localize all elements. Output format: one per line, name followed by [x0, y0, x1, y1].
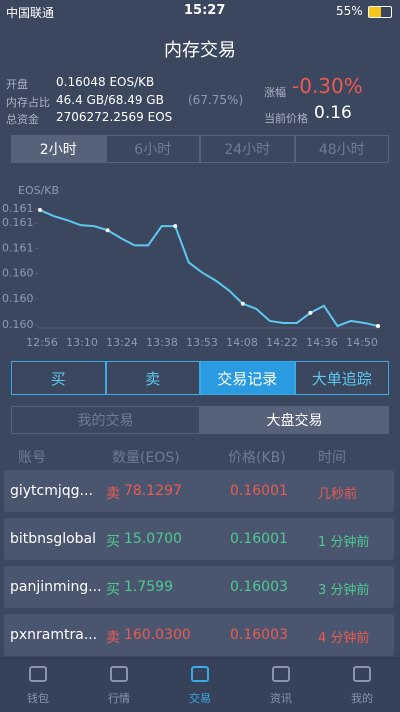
- clock: 15:27: [184, 3, 226, 18]
- price: 0.16003: [230, 579, 288, 595]
- side: 买: [106, 534, 120, 550]
- price-point: [105, 228, 110, 233]
- x-tick-label: 14:08: [226, 336, 258, 349]
- nav-icon[interactable]: [29, 666, 47, 682]
- price-point: [308, 310, 313, 315]
- price-point: [240, 301, 245, 306]
- open-value: 0.16048 EOS/KB: [56, 75, 155, 89]
- ratio-value: 46.4 GB/68.49 GB: [56, 93, 164, 107]
- nav-label[interactable]: 我的: [351, 692, 373, 705]
- y-tick-label: 0.160: [2, 292, 34, 305]
- action-tab[interactable]: 大单追踪: [294, 361, 389, 395]
- nav-label[interactable]: 钱包: [27, 692, 49, 705]
- row-bg[interactable]: [4, 518, 394, 560]
- change-label: 涨幅: [264, 86, 286, 99]
- price: 0.16003: [230, 627, 288, 643]
- fund-label: 总资金: [6, 113, 39, 126]
- change-value: -0.30%: [292, 74, 363, 98]
- x-tick-label: 13:38: [146, 336, 178, 349]
- side: 卖: [106, 630, 120, 646]
- account: panjinming...: [10, 579, 102, 595]
- nav-icon[interactable]: [353, 666, 371, 682]
- battery: 55%: [336, 4, 363, 18]
- sub-tab[interactable]: 大盘交易: [200, 406, 389, 434]
- x-tick-label: 13:10: [66, 336, 98, 349]
- account: giytcmjqg...: [10, 483, 93, 499]
- account: bitbnsglobal: [10, 531, 97, 547]
- price-point: [173, 224, 178, 229]
- y-tick-label: 0.161: [2, 202, 34, 215]
- nav-label[interactable]: 行情: [108, 692, 130, 705]
- page-title: 内存交易: [164, 40, 236, 61]
- x-tick-label: 14:36: [306, 336, 338, 349]
- x-tick-label: 13:53: [186, 336, 218, 349]
- price: 0.16001: [230, 483, 288, 499]
- time: 1 分钟前: [318, 535, 370, 550]
- price-line: [39, 209, 379, 328]
- nav-icon[interactable]: [110, 666, 128, 682]
- carrier: 中国联通: [6, 6, 55, 20]
- nav-label[interactable]: 交易: [189, 692, 211, 705]
- time-tab[interactable]: 24小时: [200, 135, 295, 163]
- action-tab[interactable]: 卖: [105, 361, 200, 395]
- y-tick-label: 0.161: [2, 241, 34, 254]
- row-bg[interactable]: [4, 566, 394, 608]
- y-tick-label: 0.160: [2, 267, 34, 280]
- y-tick-label: 0.160: [2, 318, 34, 331]
- table-header: 账号: [18, 450, 46, 466]
- open-label: 开盘: [6, 78, 28, 91]
- price-point: [376, 323, 380, 328]
- amount: 160.0300: [124, 627, 191, 643]
- amount: 15.0700: [124, 531, 182, 547]
- time-tab[interactable]: 48小时: [294, 135, 389, 163]
- nav-icon[interactable]: [272, 666, 290, 682]
- ratio-label: 内存占比: [6, 96, 50, 109]
- table-header: 数量(EOS): [112, 450, 180, 466]
- row-bg[interactable]: [4, 470, 394, 512]
- side: 买: [106, 582, 120, 598]
- time: 3 分钟前: [318, 583, 370, 598]
- time-tab[interactable]: 6小时: [105, 135, 200, 163]
- x-tick-label: 13:24: [106, 336, 138, 349]
- ratio-pct: (67.75%): [188, 93, 244, 107]
- price-label: 当前价格: [264, 112, 308, 125]
- row-bg[interactable]: [4, 614, 394, 656]
- table-header: 时间: [318, 450, 346, 466]
- nav-icon[interactable]: [191, 666, 209, 682]
- sub-tab[interactable]: 我的交易: [11, 406, 200, 434]
- time-tab[interactable]: 2小时: [11, 135, 106, 163]
- battery-icon: [368, 6, 392, 18]
- fund-value: 2706272.2569 EOS: [56, 110, 173, 124]
- nav-label[interactable]: 资讯: [270, 692, 292, 705]
- account: pxnramtra...: [10, 627, 98, 643]
- x-tick-label: 14:50: [346, 336, 378, 349]
- time: 几秒前: [318, 487, 358, 502]
- side: 卖: [106, 486, 120, 502]
- amount: 1.7599: [124, 579, 173, 595]
- y-tick-label: 0.161: [2, 216, 34, 229]
- amount: 78.1297: [124, 483, 182, 499]
- table-header: 价格(KB): [228, 450, 286, 466]
- x-tick-label: 14:22: [266, 336, 298, 349]
- price-point: [38, 208, 42, 213]
- x-tick-label: 12:56: [26, 336, 58, 349]
- time: 4 分钟前: [318, 631, 370, 646]
- price: 0.16001: [230, 531, 288, 547]
- action-tab[interactable]: 交易记录: [200, 361, 295, 395]
- action-tab[interactable]: 买: [11, 361, 106, 395]
- y-axis-label: EOS/KB: [18, 184, 59, 197]
- price-chart: EOS/KB0.1610.1610.1610.1600.1600.16012:5…: [2, 184, 380, 349]
- price-value: 0.16: [314, 103, 352, 123]
